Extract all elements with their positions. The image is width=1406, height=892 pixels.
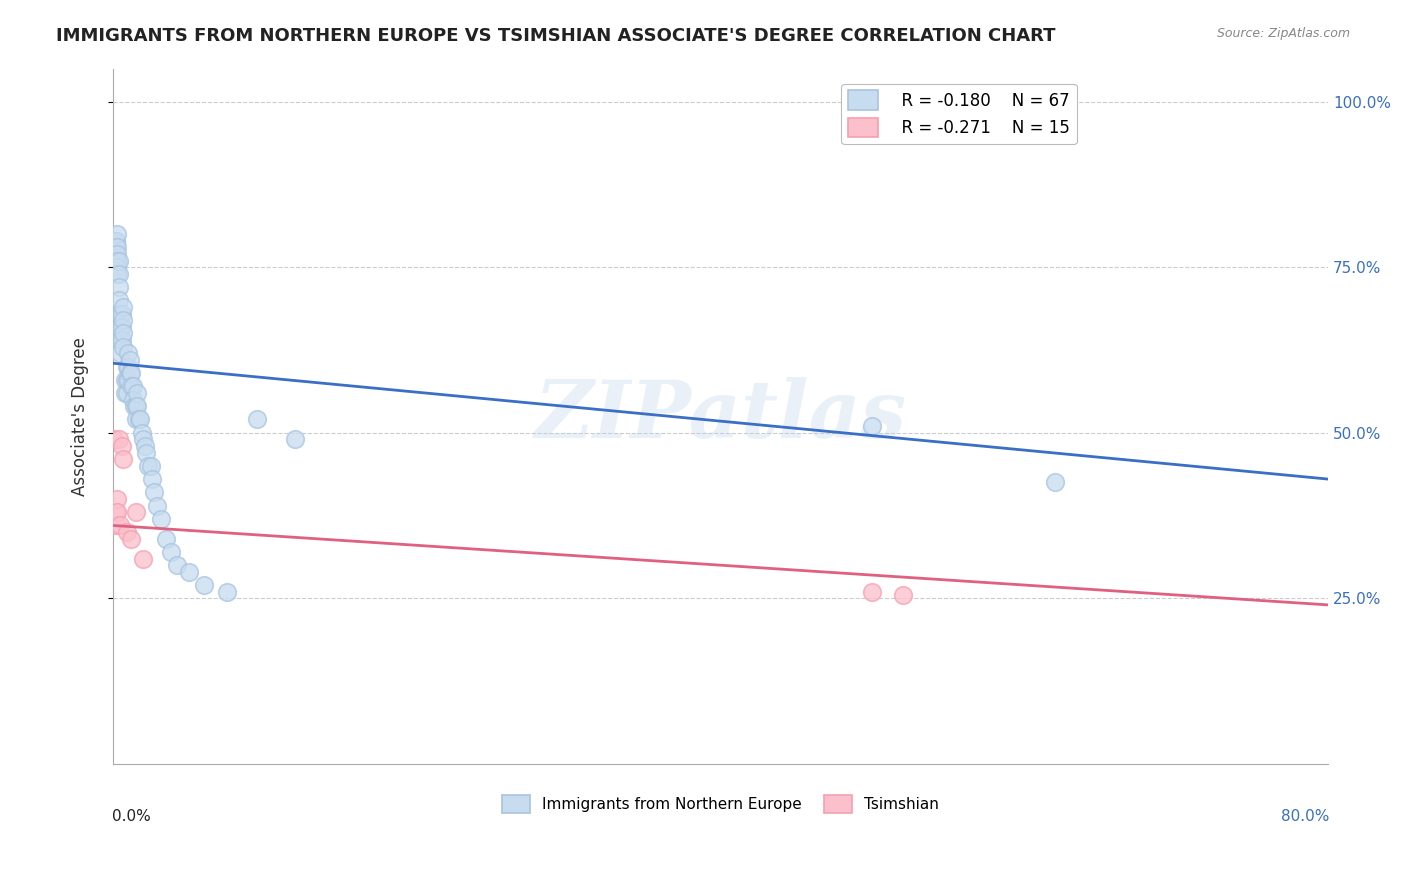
Immigrants from Northern Europe	[104, 240, 127, 254]
Immigrants from Northern Europe	[110, 306, 132, 320]
Immigrants from Northern Europe	[146, 499, 169, 513]
Legend: Immigrants from Northern Europe, Tsimshian: Immigrants from Northern Europe, Tsimshi…	[496, 789, 945, 819]
Immigrants from Northern Europe	[118, 366, 141, 380]
Immigrants from Northern Europe	[132, 433, 155, 447]
Immigrants from Northern Europe	[155, 532, 177, 546]
Immigrants from Northern Europe	[177, 565, 200, 579]
Immigrants from Northern Europe	[129, 412, 152, 426]
Immigrants from Northern Europe	[284, 433, 307, 447]
Tsimshian	[107, 505, 129, 519]
Immigrants from Northern Europe	[108, 267, 131, 281]
Tsimshian	[112, 452, 135, 467]
Immigrants from Northern Europe	[117, 373, 139, 387]
Immigrants from Northern Europe	[110, 319, 132, 334]
Immigrants from Northern Europe	[114, 386, 136, 401]
Tsimshian	[110, 518, 132, 533]
Immigrants from Northern Europe	[128, 412, 150, 426]
Immigrants from Northern Europe	[246, 412, 269, 426]
Immigrants from Northern Europe	[107, 227, 129, 241]
Tsimshian	[891, 588, 914, 602]
Immigrants from Northern Europe	[121, 379, 143, 393]
Y-axis label: Associate's Degree: Associate's Degree	[72, 337, 89, 496]
Immigrants from Northern Europe	[108, 253, 131, 268]
Immigrants from Northern Europe	[112, 326, 135, 341]
Immigrants from Northern Europe	[136, 458, 159, 473]
Immigrants from Northern Europe	[103, 253, 125, 268]
Tsimshian	[107, 491, 129, 506]
Tsimshian	[860, 584, 883, 599]
Immigrants from Northern Europe	[860, 419, 883, 434]
Immigrants from Northern Europe	[127, 386, 149, 401]
Immigrants from Northern Europe	[111, 319, 134, 334]
Tsimshian	[111, 439, 134, 453]
Tsimshian	[104, 518, 127, 533]
Immigrants from Northern Europe	[141, 472, 163, 486]
Immigrants from Northern Europe	[117, 359, 139, 374]
Immigrants from Northern Europe	[127, 399, 149, 413]
Immigrants from Northern Europe	[117, 346, 139, 360]
Text: Source: ZipAtlas.com: Source: ZipAtlas.com	[1216, 27, 1350, 40]
Immigrants from Northern Europe	[104, 247, 127, 261]
Immigrants from Northern Europe	[215, 584, 238, 599]
Immigrants from Northern Europe	[134, 439, 156, 453]
Immigrants from Northern Europe	[159, 545, 181, 559]
Immigrants from Northern Europe	[107, 240, 129, 254]
Immigrants from Northern Europe	[112, 313, 135, 327]
Tsimshian	[120, 532, 142, 546]
Immigrants from Northern Europe	[1043, 475, 1066, 490]
Immigrants from Northern Europe	[108, 293, 131, 308]
Immigrants from Northern Europe	[107, 253, 129, 268]
Immigrants from Northern Europe	[124, 399, 146, 413]
Immigrants from Northern Europe	[107, 247, 129, 261]
Text: IMMIGRANTS FROM NORTHERN EUROPE VS TSIMSHIAN ASSOCIATE'S DEGREE CORRELATION CHAR: IMMIGRANTS FROM NORTHERN EUROPE VS TSIMS…	[56, 27, 1056, 45]
Immigrants from Northern Europe	[120, 366, 142, 380]
Immigrants from Northern Europe	[115, 373, 138, 387]
Text: 80.0%: 80.0%	[1281, 809, 1329, 824]
Immigrants from Northern Europe	[118, 352, 141, 367]
Immigrants from Northern Europe	[142, 485, 165, 500]
Immigrants from Northern Europe	[108, 280, 131, 294]
Tsimshian	[104, 505, 127, 519]
Tsimshian	[103, 433, 125, 447]
Immigrants from Northern Europe	[110, 333, 132, 347]
Immigrants from Northern Europe	[193, 578, 215, 592]
Immigrants from Northern Europe	[110, 346, 132, 360]
Immigrants from Northern Europe	[124, 412, 146, 426]
Immigrants from Northern Europe	[104, 234, 127, 248]
Immigrants from Northern Europe	[111, 333, 134, 347]
Immigrants from Northern Europe	[121, 392, 143, 407]
Immigrants from Northern Europe	[135, 445, 157, 459]
Immigrants from Northern Europe	[122, 399, 145, 413]
Immigrants from Northern Europe	[107, 267, 129, 281]
Tsimshian	[108, 433, 131, 447]
Immigrants from Northern Europe	[120, 379, 142, 393]
Immigrants from Northern Europe	[115, 359, 138, 374]
Text: 0.0%: 0.0%	[111, 809, 150, 824]
Immigrants from Northern Europe	[107, 260, 129, 275]
Immigrants from Northern Europe	[139, 458, 162, 473]
Immigrants from Northern Europe	[112, 340, 135, 354]
Immigrants from Northern Europe	[114, 373, 136, 387]
Immigrants from Northern Europe	[104, 234, 127, 248]
Immigrants from Northern Europe	[131, 425, 153, 440]
Tsimshian	[124, 505, 146, 519]
Immigrants from Northern Europe	[111, 306, 134, 320]
Immigrants from Northern Europe	[150, 512, 173, 526]
Text: ZIPatlas: ZIPatlas	[534, 377, 907, 455]
Immigrants from Northern Europe	[166, 558, 188, 573]
Tsimshian	[115, 524, 138, 539]
Immigrants from Northern Europe	[112, 300, 135, 314]
Immigrants from Northern Europe	[115, 386, 138, 401]
Tsimshian	[132, 551, 155, 566]
